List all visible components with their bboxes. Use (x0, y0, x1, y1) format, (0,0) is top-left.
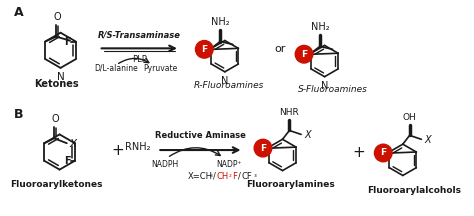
Text: F: F (301, 50, 307, 59)
Text: +: + (112, 143, 125, 157)
Text: F: F (201, 45, 207, 54)
Text: F: F (232, 172, 237, 181)
Text: CH: CH (216, 172, 228, 181)
Text: /: / (213, 172, 216, 181)
Text: N: N (57, 72, 64, 82)
Text: OH: OH (403, 113, 417, 122)
Text: ₃: ₃ (253, 172, 256, 178)
Circle shape (374, 144, 392, 162)
Text: Ketones: Ketones (34, 79, 79, 89)
Text: NHR: NHR (280, 108, 299, 117)
Text: F: F (260, 144, 266, 152)
Text: +: + (353, 145, 365, 159)
Circle shape (195, 41, 213, 58)
Text: NADP⁺: NADP⁺ (216, 160, 242, 169)
Text: F: F (380, 148, 386, 157)
Text: ₃: ₃ (210, 172, 212, 178)
Text: R-Fluoroamines: R-Fluoroamines (193, 81, 264, 90)
Text: or: or (274, 44, 285, 54)
Text: X: X (304, 130, 310, 140)
Text: Fluoroarylalcohols: Fluoroarylalcohols (367, 186, 462, 195)
Text: O: O (51, 114, 59, 124)
Text: X: X (70, 139, 77, 149)
Text: Reductive Aminase: Reductive Aminase (155, 131, 246, 140)
Circle shape (295, 45, 313, 63)
Text: NH₂: NH₂ (211, 17, 229, 27)
Text: A: A (14, 6, 23, 19)
Text: Fluoroarylamines: Fluoroarylamines (246, 180, 335, 189)
Text: RNH₂: RNH₂ (125, 142, 151, 152)
Text: F: F (64, 37, 70, 46)
Text: X: X (424, 135, 431, 145)
Text: NH₂: NH₂ (310, 22, 329, 32)
Text: /: / (237, 172, 240, 181)
Text: N: N (321, 81, 328, 91)
Text: R/S-Transaminase: R/S-Transaminase (98, 30, 181, 40)
Text: B: B (14, 108, 23, 121)
Text: O: O (53, 12, 61, 22)
Text: D/L-alanine: D/L-alanine (94, 64, 138, 73)
Text: S-Fluoroamines: S-Fluoroamines (298, 84, 367, 94)
Text: CF: CF (241, 172, 252, 181)
Text: NADPH: NADPH (152, 160, 179, 169)
Text: N: N (221, 76, 228, 86)
Text: Fluoroarylketones: Fluoroarylketones (10, 180, 103, 189)
Text: ₂: ₂ (229, 172, 232, 178)
Circle shape (254, 139, 272, 157)
Text: X=CH: X=CH (188, 172, 213, 181)
Text: Pyruvate: Pyruvate (143, 64, 177, 73)
Text: PLP: PLP (132, 55, 147, 64)
Text: F: F (64, 156, 70, 166)
